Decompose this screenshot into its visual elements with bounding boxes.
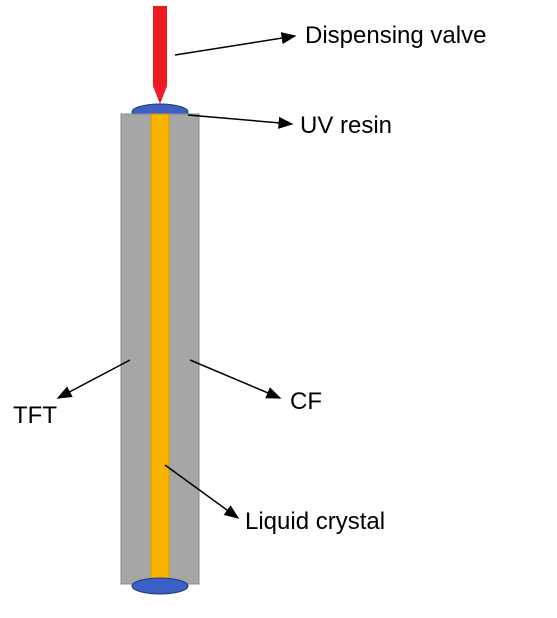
liquid-crystal-layer (151, 114, 169, 584)
uv-resin-bottom (132, 578, 188, 594)
label-liquid-crystal: Liquid crystal (245, 508, 385, 536)
label-cf: CF (290, 388, 322, 416)
label-dispensing-valve: Dispensing valve (305, 22, 486, 50)
label-uv-resin: UV resin (300, 112, 392, 140)
dispensing-valve-shape (153, 6, 167, 104)
tft-panel (121, 114, 151, 584)
arrow-tft (58, 360, 130, 398)
arrow-uv-resin (188, 115, 292, 124)
label-tft: TFT (13, 402, 57, 430)
arrow-dispensing-valve (175, 36, 295, 55)
cf-panel (169, 114, 199, 584)
arrow-cf (190, 360, 280, 398)
